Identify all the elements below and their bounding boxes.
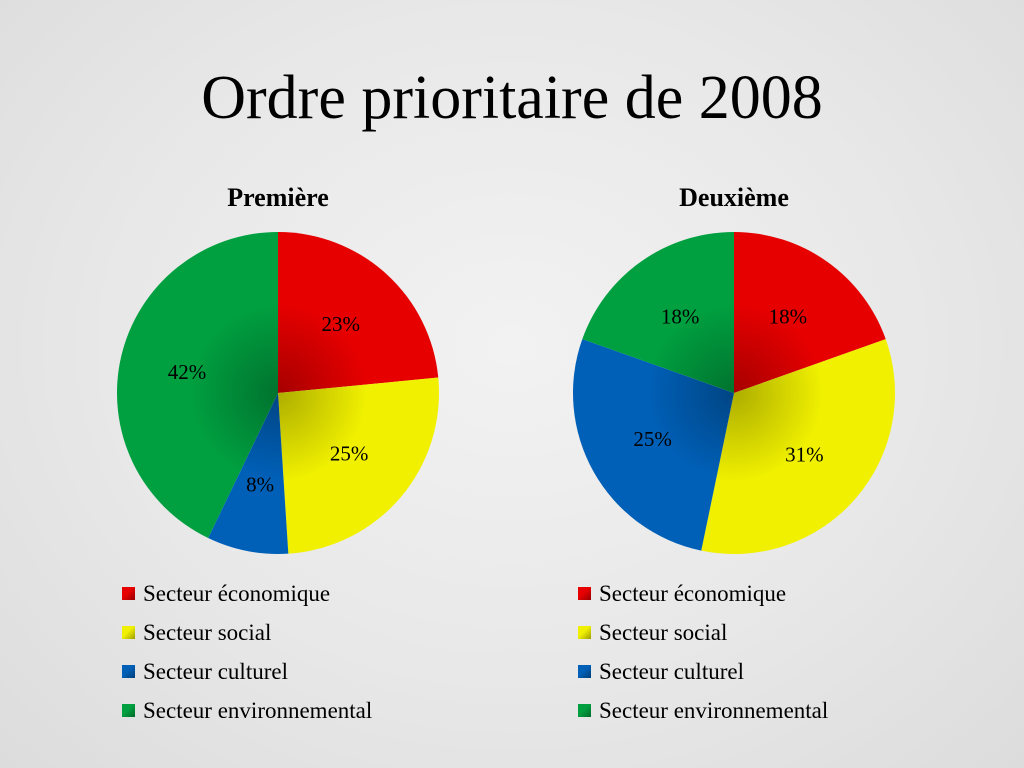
legend-swatch: [578, 626, 591, 639]
legend-item-culturel: Secteur culturel: [122, 652, 372, 691]
pie-slice-environnemental: [582, 232, 734, 393]
data-label-culturel: 25%: [633, 427, 672, 451]
legend-label: Secteur environnemental: [599, 697, 829, 723]
chart-premiere: Première 23% 25% 8% 42% Secteur économique …: [48, 178, 508, 738]
legend-label: Secteur social: [143, 619, 272, 645]
data-label-social: 31%: [785, 442, 824, 466]
legend-swatch: [122, 587, 135, 600]
legend-swatch: [578, 704, 591, 717]
pie-slice-culturel: [573, 339, 734, 551]
legend-item-culturel: Secteur culturel: [578, 652, 828, 691]
pie-slice-economique: [278, 232, 439, 393]
data-label-environnemental: 18%: [661, 305, 700, 329]
data-label-culturel: 8%: [246, 473, 274, 497]
chart-deuxieme: Deuxième 18% 31% 25% 18% Secteur économique…: [504, 178, 964, 738]
pie-chart-premiere: 23% 25% 8% 42%: [116, 232, 440, 555]
legend-deuxieme: Secteur économique Secteur social Secteu…: [578, 574, 828, 730]
legend-swatch: [578, 587, 591, 600]
legend-item-environnemental: Secteur environnemental: [578, 691, 828, 730]
legend-swatch: [122, 665, 135, 678]
legend-label: Secteur social: [599, 619, 728, 645]
pie-slice-economique: [734, 232, 886, 393]
legend-label: Secteur économique: [599, 580, 787, 606]
legend-item-social: Secteur social: [122, 613, 372, 652]
chart-title: Première: [227, 183, 329, 212]
legend-item-economique: Secteur économique: [122, 574, 372, 613]
legend-swatch: [578, 665, 591, 678]
slide-title: Ordre prioritaire de 2008: [201, 64, 823, 132]
chart-title: Deuxième: [679, 183, 789, 212]
pie-slice-social: [278, 377, 440, 554]
legend-swatch: [122, 704, 135, 717]
legend-item-social: Secteur social: [578, 613, 828, 652]
legend-swatch: [122, 626, 135, 639]
data-label-environnemental: 42%: [168, 360, 207, 384]
data-label-economique: 18%: [769, 305, 808, 329]
pie-chart-deuxieme: 18% 31% 25% 18%: [573, 232, 895, 554]
data-label-social: 25%: [330, 442, 369, 466]
legend-label: Secteur économique: [143, 580, 331, 606]
legend-item-economique: Secteur économique: [578, 574, 828, 613]
data-label-economique: 23%: [322, 312, 361, 336]
legend-premiere: Secteur économique Secteur social Secteu…: [122, 574, 372, 730]
legend-item-environnemental: Secteur environnemental: [122, 691, 372, 730]
pie-slice-environnemental: [116, 232, 278, 539]
legend-label: Secteur environnemental: [143, 697, 373, 723]
pie-slice-social: [701, 339, 895, 554]
pie-slice-culturel: [208, 393, 289, 555]
legend-label: Secteur culturel: [143, 658, 288, 684]
legend-label: Secteur culturel: [599, 658, 744, 684]
